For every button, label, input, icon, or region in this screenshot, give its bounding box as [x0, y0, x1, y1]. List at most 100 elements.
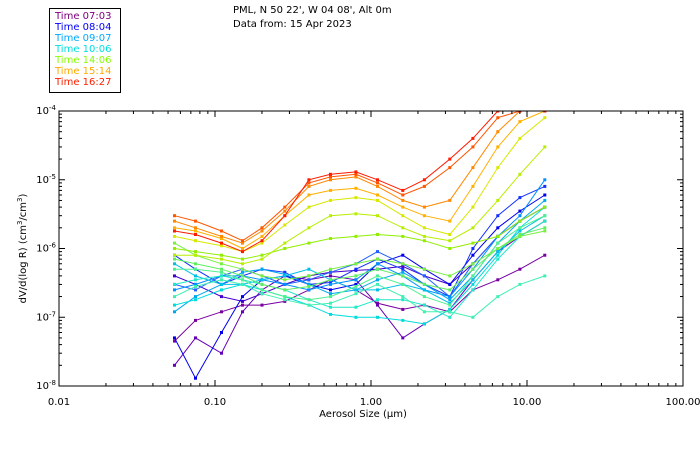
data-date: Data from: 15 Apr 2023: [233, 19, 352, 30]
data-point: [194, 274, 197, 278]
data-point: [241, 247, 244, 250]
site-location: PML, N 50 22', W 04 08', Alt 0m: [233, 5, 392, 16]
data-point: [283, 241, 287, 245]
data-point: [260, 303, 264, 307]
data-point: [518, 120, 522, 124]
data-point: [448, 282, 452, 286]
data-point: [194, 267, 197, 271]
data-point: [194, 253, 197, 257]
data-point: [194, 226, 197, 230]
data-point: [329, 270, 332, 274]
plot-frame: [58, 110, 684, 387]
data-point: [471, 166, 475, 170]
data-point: [471, 205, 475, 209]
data-point: [194, 298, 197, 302]
data-point: [241, 278, 244, 282]
data-point: [471, 253, 475, 257]
data-point: [496, 198, 500, 202]
data-point: [283, 288, 287, 292]
data-point: [329, 188, 332, 192]
data-point: [448, 295, 452, 299]
data-point: [241, 310, 244, 314]
data-point: [307, 282, 311, 286]
data-point: [422, 282, 426, 286]
data-point: [241, 241, 244, 245]
data-point: [260, 282, 264, 286]
data-point: [496, 116, 500, 120]
data-point: [354, 186, 358, 190]
data-point: [354, 278, 358, 282]
data-point: [518, 267, 522, 271]
series-line: [174, 206, 546, 260]
data-point: [448, 310, 452, 314]
data-point: [496, 295, 500, 299]
data-point: [220, 267, 223, 271]
series-line: [174, 117, 546, 253]
data-point: [329, 178, 332, 182]
data-point: [329, 282, 332, 286]
data-point: [194, 295, 197, 299]
data-point: [376, 193, 379, 197]
data-point: [471, 315, 475, 319]
data-point: [283, 214, 287, 218]
data-point: [173, 247, 176, 250]
data-point: [307, 288, 311, 292]
data-point: [260, 241, 264, 245]
data-point: [241, 295, 244, 299]
data-point: [194, 229, 197, 233]
data-point: [376, 178, 379, 182]
data-point: [173, 303, 176, 307]
data-point: [329, 198, 332, 202]
data-point: [376, 262, 379, 266]
data-point: [283, 209, 287, 213]
legend-entry: Time 16:27: [55, 77, 112, 88]
data-point: [376, 303, 379, 307]
data-point: [173, 257, 176, 261]
data-point: [173, 288, 176, 292]
data-point: [329, 288, 332, 292]
data-point: [496, 247, 500, 250]
data-point: [448, 298, 452, 302]
data-point: [496, 234, 500, 238]
data-point: [241, 282, 244, 286]
data-point: [543, 226, 547, 230]
data-point: [173, 274, 176, 278]
data-point: [283, 223, 287, 227]
series-line: [174, 194, 546, 380]
data-point: [448, 247, 452, 250]
data-point: [194, 262, 197, 266]
data-point: [471, 184, 475, 188]
data-point: [307, 181, 311, 185]
y-tick-label: 10-5: [36, 173, 56, 186]
data-point: [329, 312, 332, 316]
data-point: [194, 318, 197, 322]
data-point: [194, 233, 197, 236]
data-point: [401, 307, 405, 311]
y-tick-label: 10-7: [36, 310, 56, 323]
data-point: [283, 274, 287, 278]
data-point: [173, 282, 176, 286]
data-point: [376, 278, 379, 282]
series-line: [174, 111, 545, 242]
x-tick-label: 0.01: [48, 397, 70, 408]
data-point: [260, 278, 264, 282]
data-point: [260, 253, 264, 257]
data-point: [173, 241, 176, 245]
data-point: [329, 237, 332, 240]
y-axis-label: dV/d(log R) (cm3/cm3): [16, 193, 29, 303]
data-point: [422, 267, 426, 271]
x-tick-label: 1.00: [360, 397, 382, 408]
data-point: [354, 305, 358, 309]
data-point: [241, 262, 244, 266]
data-point: [283, 282, 287, 286]
data-point: [376, 214, 379, 218]
data-point: [448, 288, 452, 292]
data-point: [543, 274, 547, 278]
data-point: [329, 305, 332, 309]
data-point: [422, 310, 426, 314]
data-point: [422, 234, 426, 238]
data-point: [401, 226, 405, 230]
legend-entry: Time 10:06: [55, 44, 112, 55]
data-point: [220, 282, 223, 286]
data-point: [173, 295, 176, 299]
